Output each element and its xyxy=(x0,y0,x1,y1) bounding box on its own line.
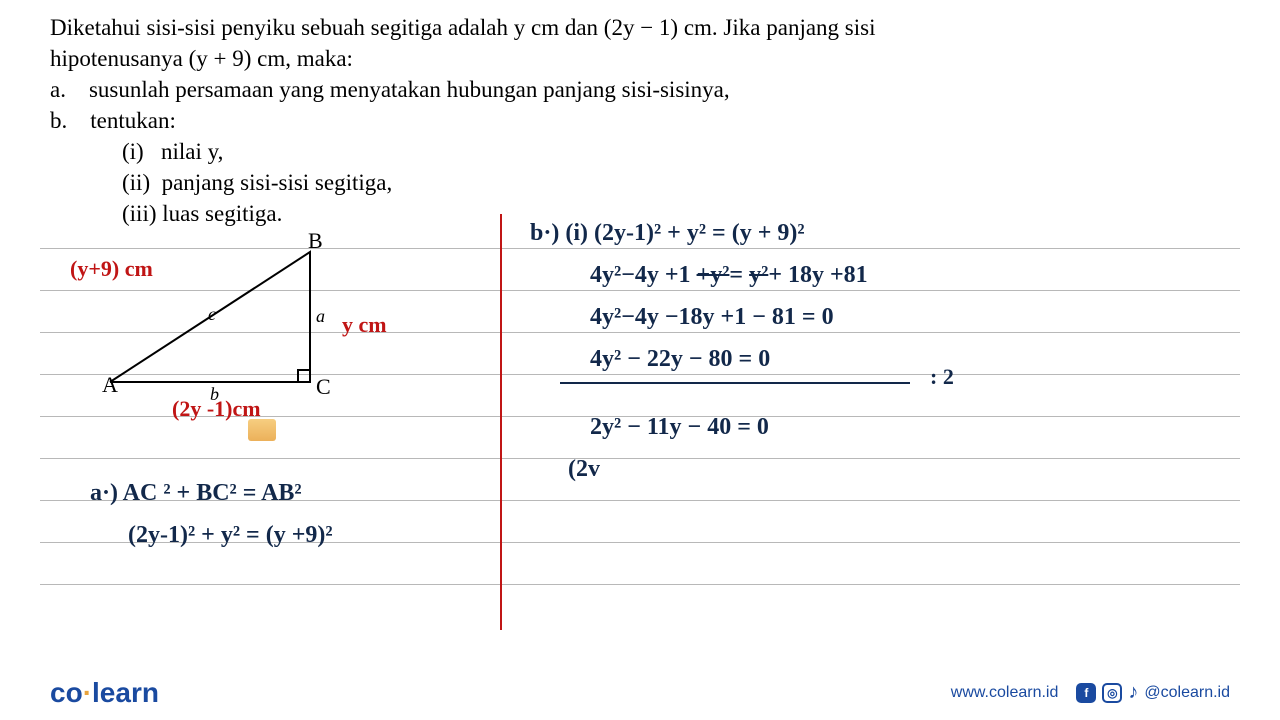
q-bii: (ii) panjang sisi-sisi segitiga, xyxy=(50,167,1230,198)
vertex-a: A xyxy=(102,372,118,397)
q-line1: Diketahui sisi-sisi penyiku sebuah segit… xyxy=(50,12,1230,43)
b-underline xyxy=(560,382,910,384)
b-l4: 4y² − 22y − 80 = 0 xyxy=(590,346,770,373)
b-l2: 4y²−4y +1 +y²= y²+ 18y +81 xyxy=(590,262,868,289)
video-button[interactable] xyxy=(248,419,276,441)
tiktok-icon[interactable]: ♪ xyxy=(1128,681,1138,704)
ruled-line xyxy=(40,584,1240,585)
footer: co·learn www.colearn.id f ◎ ♪ @colearn.i… xyxy=(0,665,1280,720)
instagram-icon[interactable]: ◎ xyxy=(1102,683,1122,703)
q-b: b. tentukan: xyxy=(50,105,1230,136)
footer-url[interactable]: www.colearn.id xyxy=(951,684,1059,702)
q-a: a. susunlah persamaan yang menyatakan hu… xyxy=(50,74,1230,105)
label-hypotenuse: (y+9) cm xyxy=(70,256,153,282)
work-area: A B C a b c (y+9) cm y cm (2y -1)cm a·) … xyxy=(0,214,1280,660)
social-handle[interactable]: @colearn.id xyxy=(1144,684,1230,702)
part-a-label: a·) AC ² + BC² = AB² xyxy=(90,480,302,507)
b-div: : 2 xyxy=(930,364,954,390)
vertex-b: B xyxy=(308,228,323,253)
social-icons: f ◎ ♪ @colearn.id xyxy=(1076,681,1230,704)
part-a-eq: (2y-1)² + y² = (y +9)² xyxy=(128,522,333,549)
q-bi: (i) nilai y, xyxy=(50,136,1230,167)
b-l6: (2v xyxy=(568,456,600,483)
logo: co·learn xyxy=(50,677,159,709)
side-a: a xyxy=(316,306,325,326)
triangle-diagram: A B C a b c xyxy=(80,222,360,402)
b-l3: 4y²−4y −18y +1 − 81 = 0 xyxy=(590,304,834,331)
footer-right: www.colearn.id f ◎ ♪ @colearn.id xyxy=(951,681,1230,704)
side-c: c xyxy=(208,304,216,324)
label-right-side: y cm xyxy=(342,312,387,338)
label-base: (2y -1)cm xyxy=(172,396,261,422)
q-line2: hipotenusanya (y + 9) cm, maka: xyxy=(50,43,1230,74)
ruled-line xyxy=(40,458,1240,459)
vertex-c: C xyxy=(316,374,331,399)
b-header: b·) (i) (2y-1)² + y² = (y + 9)² xyxy=(530,220,805,247)
column-divider xyxy=(500,214,502,630)
question-text: Diketahui sisi-sisi penyiku sebuah segit… xyxy=(0,0,1280,237)
b-l5: 2y² − 11y − 40 = 0 xyxy=(590,414,769,441)
facebook-icon[interactable]: f xyxy=(1076,683,1096,703)
